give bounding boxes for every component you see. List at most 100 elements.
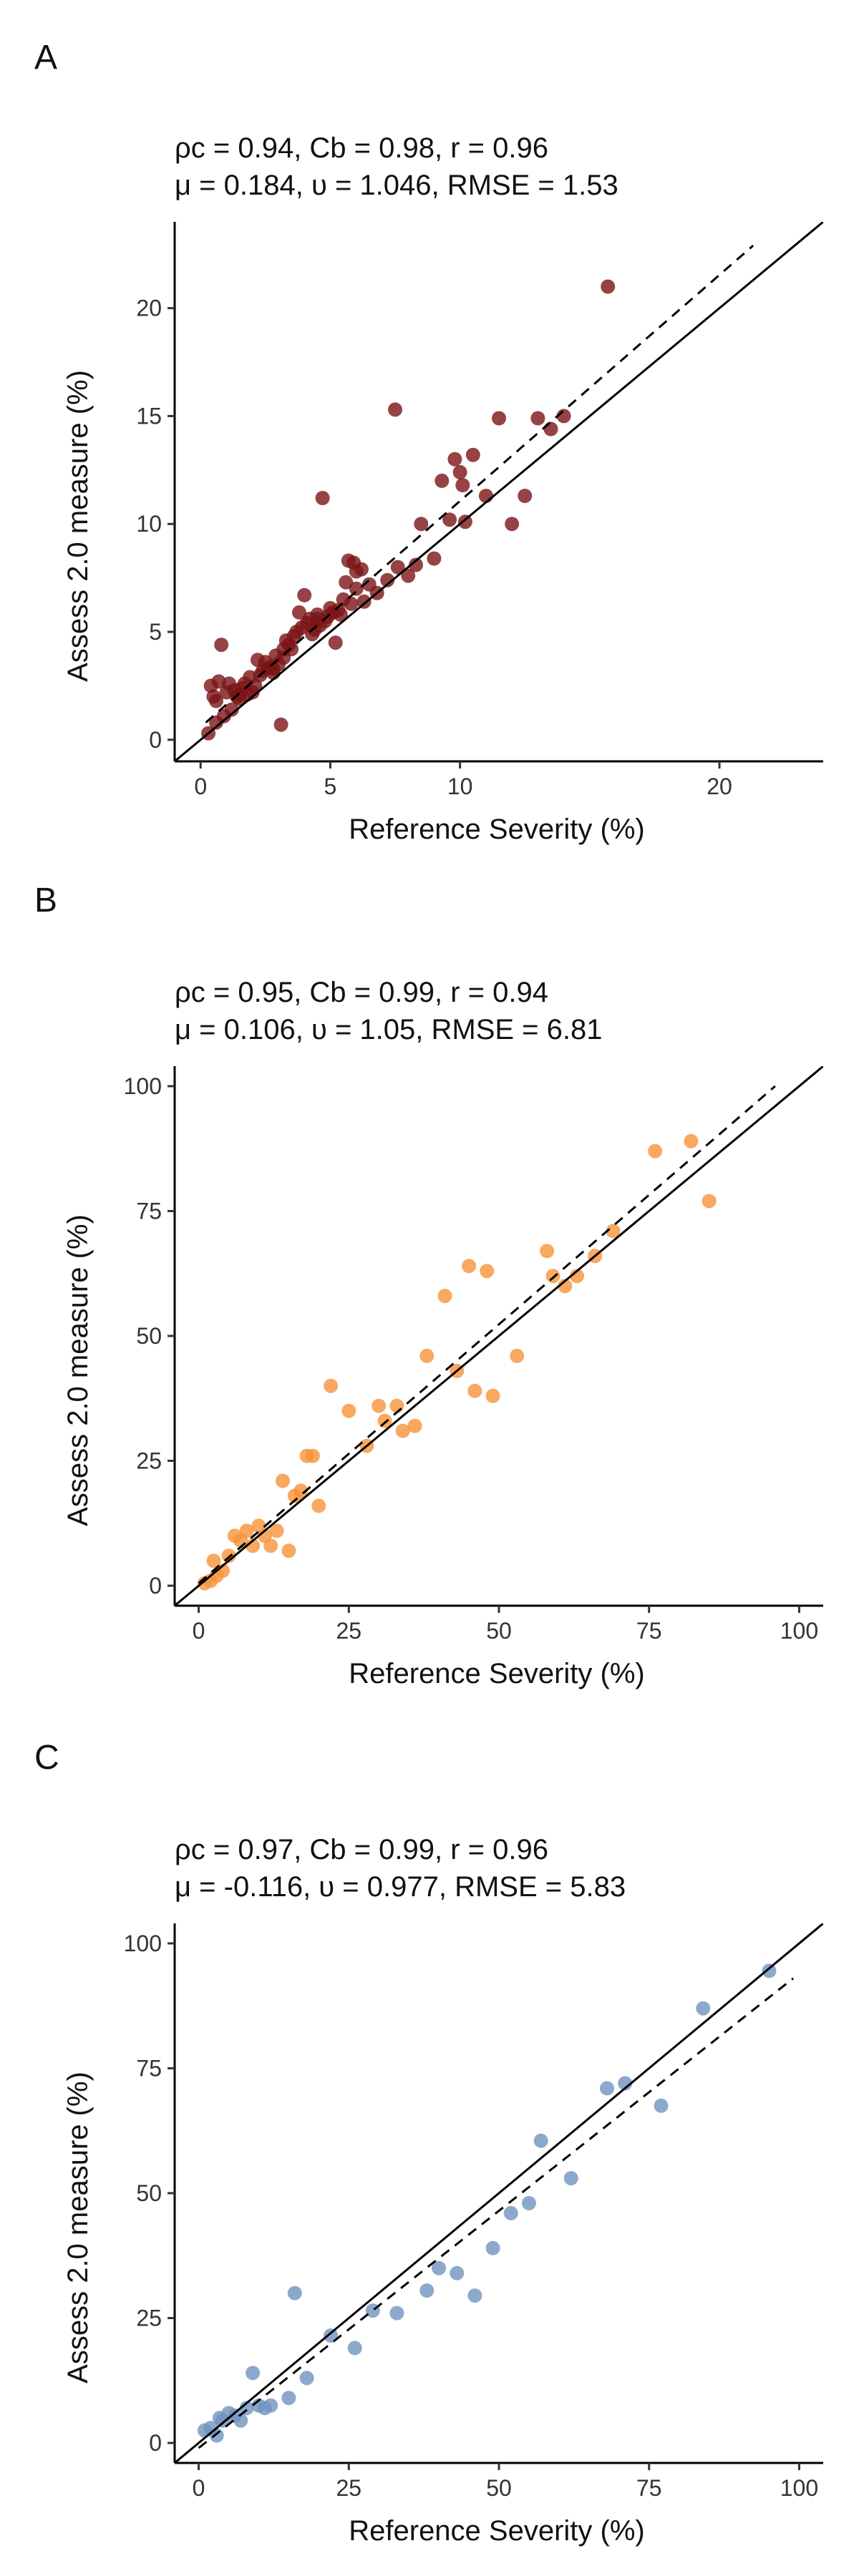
panel-c-x-tick-label: 0	[193, 2475, 205, 2501]
panel-c-data-point	[485, 2240, 500, 2255]
panel-b-data-point	[510, 1348, 525, 1363]
panel-b-y-tick-label: 100	[124, 1073, 162, 1099]
panel-a-data-point	[224, 702, 239, 717]
panel-a-x-tick-label: 10	[447, 774, 473, 799]
panel-c-y-tick-label: 50	[136, 2180, 162, 2206]
panel-a-data-point	[543, 421, 558, 436]
panel-a-data-point	[442, 512, 457, 527]
panel-a-data-point	[310, 611, 325, 626]
panel-a-data-point	[457, 514, 472, 530]
panel-c-x-tick-label: 25	[336, 2475, 361, 2501]
panel-a-data-point	[465, 447, 480, 462]
panel-b-data-point	[480, 1264, 495, 1279]
panel-b-data-point	[206, 1553, 221, 1568]
panel-c-data-point	[618, 2076, 633, 2091]
panel-b-data-point	[276, 1473, 290, 1488]
panel-b-svg: B ρc = 0.95, Cb = 0.99, r = 0.94 μ = 0.1…	[34, 882, 823, 1689]
panel-a-y-tick-label: 10	[136, 511, 162, 537]
panel-a-x-tick-label: 0	[194, 774, 207, 799]
panel-a-y-tick-label: 20	[136, 296, 162, 321]
panel-b-identity-line	[175, 1066, 823, 1606]
panel-c-data-point	[654, 2098, 669, 2113]
panel-b-data-point	[239, 1523, 254, 1538]
panel-a-svg: A ρc = 0.94, Cb = 0.98, r = 0.96 μ = 0.1…	[34, 39, 823, 845]
panel-b-data-point	[269, 1523, 284, 1538]
panel-c-data-point	[432, 2260, 447, 2275]
panel-b-data-point	[281, 1543, 296, 1558]
panel-a-x-tick-label: 20	[707, 774, 732, 799]
panel-a-data-point	[214, 638, 229, 653]
panel-a-data-point	[452, 464, 467, 479]
panel-b-data-point	[467, 1383, 482, 1398]
panel-a-x-tick-label: 5	[324, 774, 337, 799]
panel-b-data-point	[311, 1498, 326, 1513]
panel-c-data-point	[281, 2391, 296, 2406]
panel-c-data-point	[521, 2196, 536, 2210]
panel-c-stats-line2: μ = -0.116, υ = 0.977, RMSE = 5.83	[175, 1871, 626, 1903]
panel-c-data-point	[246, 2366, 261, 2381]
panel-a-data-point	[478, 489, 493, 503]
panel-c-data-point	[419, 2283, 435, 2298]
panel-c-data-point	[696, 2001, 711, 2016]
panel-b-data-point	[215, 1563, 230, 1579]
panel-b-data-point	[606, 1224, 621, 1239]
panel-a-y-tick-label: 15	[136, 403, 162, 429]
panel-a-data-point	[297, 587, 312, 602]
panel-a-data-point	[349, 581, 364, 596]
panel-a-data-point	[266, 661, 281, 676]
panel-c-data-point	[389, 2306, 404, 2321]
panel-a-data-point	[518, 489, 533, 503]
panel-b-stats-line1: ρc = 0.95, Cb = 0.99, r = 0.94	[175, 977, 548, 1008]
panel-b-data-point	[558, 1279, 573, 1294]
panel-b-x-tick-label: 0	[193, 1618, 205, 1644]
panel-a-fit-line	[205, 245, 754, 723]
panel-b-data-point	[246, 1538, 261, 1553]
panel-a-identity-line	[175, 222, 823, 761]
panel-b-data-point	[684, 1133, 699, 1148]
panel-c-x-tick-label: 50	[486, 2475, 512, 2501]
panel-b-data-point	[462, 1259, 477, 1274]
panel-b-data-point	[419, 1348, 435, 1363]
panel-c-data-point	[324, 2328, 339, 2343]
panel-a-y-axis-title: Assess 2.0 measure (%)	[62, 370, 94, 682]
panel-a-data-point	[339, 575, 354, 590]
panel-a-points	[201, 279, 616, 741]
panel-b: B ρc = 0.95, Cb = 0.99, r = 0.94 μ = 0.1…	[0, 859, 859, 1717]
panel-a-stats-line2: μ = 0.184, υ = 1.046, RMSE = 1.53	[175, 170, 618, 201]
panel-c-data-point	[263, 2398, 278, 2413]
panel-c-data-point	[762, 1963, 777, 1979]
panel-c-data-point	[299, 2371, 314, 2386]
panel-b-y-tick-label: 75	[136, 1198, 162, 1224]
panel-a-data-point	[601, 279, 616, 294]
panel-c-y-tick-label: 75	[136, 2055, 162, 2081]
panel-a-data-point	[409, 557, 423, 572]
panel-a-stats-line1: ρc = 0.94, Cb = 0.98, r = 0.96	[175, 132, 548, 164]
panel-c-x-tick-label: 100	[780, 2475, 818, 2501]
panel-a-plot-area: 0 5 10 20 0 5 10 15 20	[136, 222, 823, 799]
panel-b-data-point	[324, 1378, 339, 1393]
panel-c-x-axis-title: Reference Severity (%)	[349, 2515, 644, 2547]
panel-a-data-point	[414, 517, 429, 532]
panel-a-data-point	[209, 693, 223, 708]
panel-c-data-point	[600, 2081, 614, 2096]
panel-a-data-point	[388, 402, 402, 417]
panel-c-data-point	[450, 2265, 465, 2280]
panel-a-x-axis-title: Reference Severity (%)	[349, 814, 644, 845]
panel-c-data-point	[233, 2413, 248, 2428]
panel-a-data-point	[435, 473, 450, 488]
panel-b-y-tick-label: 50	[136, 1323, 162, 1349]
panel-c-y-tick-label: 100	[124, 1931, 162, 1956]
panel-c-data-point	[467, 2288, 482, 2303]
panel-c-data-point	[533, 2133, 548, 2148]
panel-a-data-point	[455, 478, 470, 492]
panel-c-plot-area: 0 25 50 75 100 0 25 50 75 100	[124, 1923, 823, 2501]
panel-a-data-point	[349, 564, 364, 579]
panel-b-data-point	[341, 1403, 356, 1418]
panel-a-y-tick-label: 0	[149, 727, 162, 753]
panel-c-y-tick-label: 0	[149, 2430, 162, 2456]
panel-b-x-tick-label: 50	[486, 1618, 512, 1644]
panel-a-data-point	[333, 607, 348, 622]
panel-a-label: A	[34, 39, 57, 77]
panel-c-fit-line	[198, 1977, 794, 2449]
panel-c-identity-line	[175, 1923, 823, 2463]
